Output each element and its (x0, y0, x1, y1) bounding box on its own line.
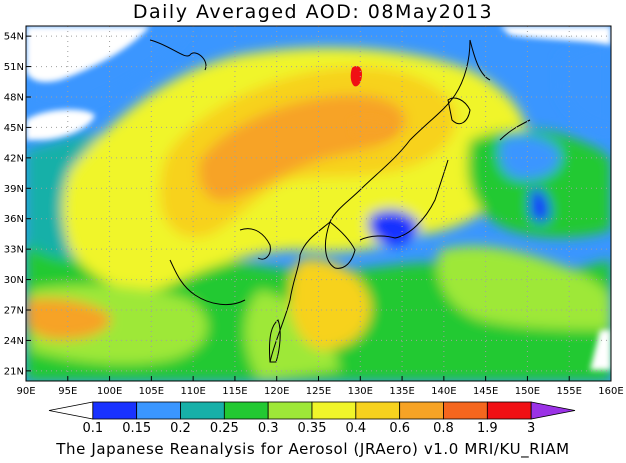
lat-tick-label: 51N (4, 62, 24, 73)
colorbar-swatch (92, 401, 138, 420)
colorbar-label: 0.3 (258, 421, 279, 436)
colorbar-swatch (399, 401, 444, 420)
lon-axis: 90E 95E 100E 105E 110E 115E 120E 125E 130E 135E 14… (16, 376, 624, 397)
colorbar-label: 0.15 (122, 421, 151, 436)
lat-axis: 21N 24N 27N 30N 33N 36N 39N 42N 45N 48N 51N 54N (4, 32, 31, 377)
lat-tick-label: 33N (4, 245, 24, 256)
colorbar-label: 0.2 (170, 421, 191, 436)
lon-tick-label: 120E (264, 386, 289, 397)
lon-tick-label: 145E (473, 386, 498, 397)
colorbar-label: 0.8 (433, 421, 454, 436)
lon-tick-label: 115E (222, 386, 247, 397)
colorbar-label: 3 (527, 421, 535, 436)
colorbar-swatch (48, 401, 94, 420)
lat-tick-label: 36N (4, 214, 24, 225)
colorbar-label: 0.4 (345, 421, 366, 436)
lon-tick-label: 110E (180, 386, 205, 397)
map-title: Daily Averaged AOD: 08May2013 (132, 1, 494, 23)
lat-tick-label: 30N (4, 275, 24, 286)
lat-tick-label: 48N (4, 93, 24, 104)
lon-tick-label: 125E (306, 386, 331, 397)
coastlines (149, 39, 531, 363)
colorbar-swatch (267, 401, 313, 420)
aod-field (26, 26, 611, 381)
lon-tick-label: 90E (16, 386, 35, 397)
lat-tick-label: 45N (4, 123, 24, 134)
lon-tick-label: 135E (389, 386, 414, 397)
colorbar-swatch (443, 401, 488, 420)
grid-lines (26, 26, 611, 381)
colorbar-swatch (530, 401, 576, 420)
lat-tick-label: 54N (4, 32, 24, 43)
colorbar-swatch (136, 401, 181, 420)
lat-tick-label: 24N (4, 336, 24, 347)
colorbar-label: 0.1 (82, 421, 103, 436)
colorbar-swatch (180, 401, 225, 420)
lon-tick-label: 140E (431, 386, 456, 397)
lon-tick-label: 100E (97, 386, 122, 397)
lon-tick-label: 150E (515, 386, 540, 397)
colorbar-swatch (486, 401, 532, 420)
colorbar-label: 0.35 (298, 421, 327, 436)
lat-tick-label: 21N (4, 366, 24, 377)
lon-tick-label: 105E (139, 386, 164, 397)
lon-tick-label: 160E (598, 386, 623, 397)
colorbar: 0.1 0.15 0.2 0.25 0.3 0.35 0.4 0.6 0.8 1.9 3 (48, 401, 576, 436)
colorbar-swatch (223, 401, 269, 420)
colorbar-swatch (355, 401, 401, 420)
credit-text: The Japanese Reanalysis for Aerosol (JRA… (56, 440, 570, 458)
lat-tick-label: 27N (4, 306, 24, 317)
lon-tick-label: 155E (557, 386, 582, 397)
colorbar-swatch (311, 401, 357, 420)
lat-tick-label: 39N (4, 184, 24, 195)
colorbar-label: 1.9 (477, 421, 498, 436)
colorbar-label: 0.25 (210, 421, 239, 436)
lon-tick-label: 130E (348, 386, 373, 397)
lat-tick-label: 42N (4, 153, 24, 164)
colorbar-label: 0.6 (389, 421, 410, 436)
lon-tick-label: 95E (58, 386, 77, 397)
